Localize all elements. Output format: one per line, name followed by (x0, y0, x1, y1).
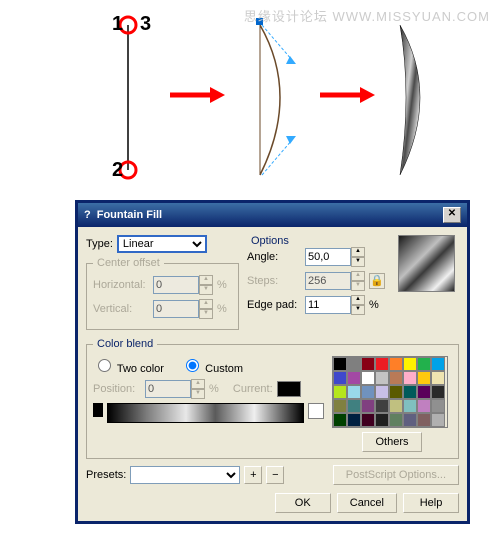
swatch[interactable] (361, 399, 375, 413)
color-blend-group: Color blend Two color Custom Position: ▲… (86, 338, 459, 459)
swatch[interactable] (333, 385, 347, 399)
color-blend-legend: Color blend (93, 338, 157, 350)
lock-icon[interactable]: 🔒 (369, 273, 385, 289)
position-input (145, 380, 191, 398)
color-swatches[interactable] (332, 356, 448, 428)
horizontal-input (153, 276, 199, 294)
swatch[interactable] (431, 371, 445, 385)
preset-add-button[interactable]: + (244, 466, 262, 484)
help-button[interactable]: Help (403, 493, 459, 513)
swatch[interactable] (389, 385, 403, 399)
options-legend: Options (247, 235, 293, 247)
swatch[interactable] (403, 399, 417, 413)
swatch[interactable] (333, 357, 347, 371)
presets-select[interactable] (130, 466, 240, 484)
presets-label: Presets: (86, 469, 126, 481)
custom-radio[interactable]: Custom (181, 356, 243, 375)
swatch[interactable] (361, 413, 375, 427)
dialog-titlebar[interactable]: ? Fountain Fill ✕ (78, 203, 467, 227)
two-color-radio[interactable]: Two color (93, 356, 164, 375)
vertical-label: Vertical: (93, 303, 149, 315)
swatch[interactable] (403, 413, 417, 427)
svg-text:1: 1 (112, 13, 123, 35)
swatch[interactable] (431, 413, 445, 427)
swatch[interactable] (403, 385, 417, 399)
swatch[interactable] (361, 357, 375, 371)
swatch[interactable] (347, 385, 361, 399)
angle-label: Angle: (247, 251, 301, 263)
edge-input[interactable] (305, 296, 351, 314)
swatch[interactable] (361, 371, 375, 385)
swatch[interactable] (417, 385, 431, 399)
postscript-button: PostScript Options... (333, 465, 459, 485)
swatch[interactable] (375, 357, 389, 371)
steps-input (305, 272, 351, 290)
edge-unit: % (369, 299, 379, 311)
tutorial-illustration: 思缘设计论坛 WWW.MISSYUAN.COM 1 3 2 (0, 0, 500, 200)
help-icon: ? (84, 209, 91, 221)
swatch[interactable] (431, 385, 445, 399)
cancel-button[interactable]: Cancel (337, 493, 397, 513)
swatch[interactable] (375, 385, 389, 399)
position-label: Position: (93, 383, 141, 395)
current-label: Current: (233, 383, 273, 395)
swatch[interactable] (403, 357, 417, 371)
swatch[interactable] (389, 399, 403, 413)
options-group: Options Angle: ▲▼ Steps: ▲▼ 🔒 Edge pad: … (247, 235, 385, 319)
swatch[interactable] (417, 371, 431, 385)
svg-text:2: 2 (112, 159, 123, 181)
grad-marker-right[interactable] (308, 403, 324, 419)
swatch[interactable] (431, 399, 445, 413)
center-offset-legend: Center offset (93, 257, 164, 269)
swatch[interactable] (417, 399, 431, 413)
swatch[interactable] (347, 357, 361, 371)
h-unit: % (217, 279, 227, 291)
grad-marker-left[interactable] (93, 403, 103, 417)
swatch[interactable] (389, 357, 403, 371)
swatch[interactable] (361, 385, 375, 399)
ok-button[interactable]: OK (275, 493, 331, 513)
swatch[interactable] (347, 371, 361, 385)
swatch[interactable] (403, 371, 417, 385)
svg-text:3: 3 (140, 13, 151, 35)
dialog-title: Fountain Fill (97, 209, 162, 221)
vertical-input (153, 300, 199, 318)
horizontal-label: Horizontal: (93, 279, 149, 291)
gradient-bar[interactable] (107, 403, 304, 423)
type-select[interactable]: Linear (117, 235, 207, 253)
swatch[interactable] (431, 357, 445, 371)
swatch[interactable] (333, 413, 347, 427)
swatch[interactable] (375, 413, 389, 427)
watermark: 思缘设计论坛 WWW.MISSYUAN.COM (244, 6, 490, 25)
swatch[interactable] (347, 399, 361, 413)
fountain-fill-dialog: ? Fountain Fill ✕ Type: Linear Center of… (75, 200, 470, 524)
swatch[interactable] (389, 413, 403, 427)
swatch[interactable] (333, 399, 347, 413)
steps-label: Steps: (247, 275, 301, 287)
swatch[interactable] (333, 371, 347, 385)
gradient-preview (398, 235, 455, 292)
swatch[interactable] (417, 357, 431, 371)
swatch[interactable] (347, 413, 361, 427)
swatch[interactable] (417, 413, 431, 427)
current-swatch (277, 381, 301, 397)
preset-remove-button[interactable]: − (266, 466, 284, 484)
angle-input[interactable] (305, 248, 351, 266)
others-button[interactable]: Others (362, 432, 421, 452)
type-label: Type: (86, 238, 113, 250)
center-offset-group: Center offset Horizontal: ▲▼ % Vertical:… (86, 257, 239, 330)
swatch[interactable] (375, 399, 389, 413)
edge-label: Edge pad: (247, 299, 301, 311)
swatch[interactable] (375, 371, 389, 385)
swatch[interactable] (389, 371, 403, 385)
close-icon[interactable]: ✕ (443, 207, 461, 223)
illustration-svg: 1 3 2 (0, 0, 500, 200)
v-unit: % (217, 303, 227, 315)
